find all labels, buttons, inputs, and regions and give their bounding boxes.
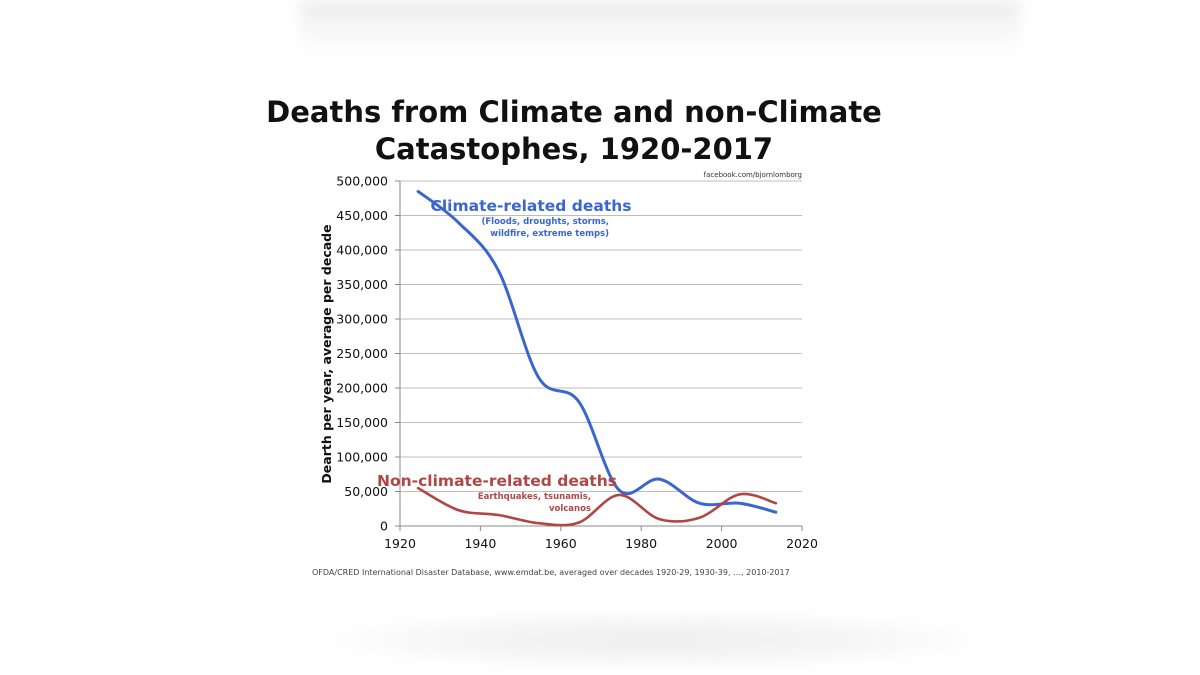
non-climate-series-note-2: volcanos — [549, 504, 591, 514]
x-tick-label: 2020 — [786, 536, 818, 551]
chart-title-line-1: Deaths from Climate and non-Climate — [266, 95, 882, 129]
y-tick-label: 100,000 — [336, 450, 388, 465]
y-tick-label: 250,000 — [336, 346, 388, 361]
y-axis-label: Dearth per year, average per decade — [319, 224, 334, 483]
non-climate-series-note-1: Earthquakes, tsunamis, — [478, 492, 591, 502]
x-tick-label: 1980 — [625, 536, 657, 551]
non-climate-deaths-line — [416, 486, 778, 527]
x-tick-labels: 1920 1940 1960 1980 2000 2020 — [384, 536, 818, 551]
chart-source-note: OFDA/CRED International Disaster Databas… — [312, 568, 790, 577]
chart-credit: facebook.com/bjornlomborg — [704, 171, 802, 179]
y-tick-labels: 0 50,000 100,000 150,000 200,000 250,000 300,0… — [336, 174, 388, 534]
x-tick-label: 1940 — [464, 536, 496, 551]
climate-series-label: Climate-related deaths — [430, 197, 631, 215]
climate-series-note-2: wildfire, extreme temps) — [490, 229, 609, 239]
top-shadow — [300, 0, 1020, 55]
y-tick-label: 500,000 — [336, 174, 388, 189]
non-climate-series-label: Non-climate-related deaths — [377, 472, 617, 490]
grid-lines — [400, 180, 802, 492]
y-tick-label: 300,000 — [336, 312, 388, 327]
y-tick-label: 200,000 — [336, 381, 388, 396]
y-tick-label: 350,000 — [336, 277, 388, 292]
y-tick-label: 50,000 — [344, 484, 388, 499]
y-tick-label: 150,000 — [336, 415, 388, 430]
y-tick-label: 400,000 — [336, 243, 388, 258]
series-lines — [416, 189, 778, 527]
x-tick-label: 1960 — [545, 536, 577, 551]
chart-title-line-2: Catastophes, 1920-2017 — [375, 132, 773, 166]
y-tick-label: 0 — [380, 519, 388, 534]
y-tick-label: 450,000 — [336, 208, 388, 223]
climate-series-note-1: (Floods, droughts, storms, — [481, 217, 609, 227]
bottom-shadow — [330, 610, 980, 670]
x-tick-label: 1920 — [384, 536, 416, 551]
climate-deaths-line — [416, 189, 778, 514]
x-tick-label: 2000 — [706, 536, 738, 551]
axes — [395, 180, 803, 531]
